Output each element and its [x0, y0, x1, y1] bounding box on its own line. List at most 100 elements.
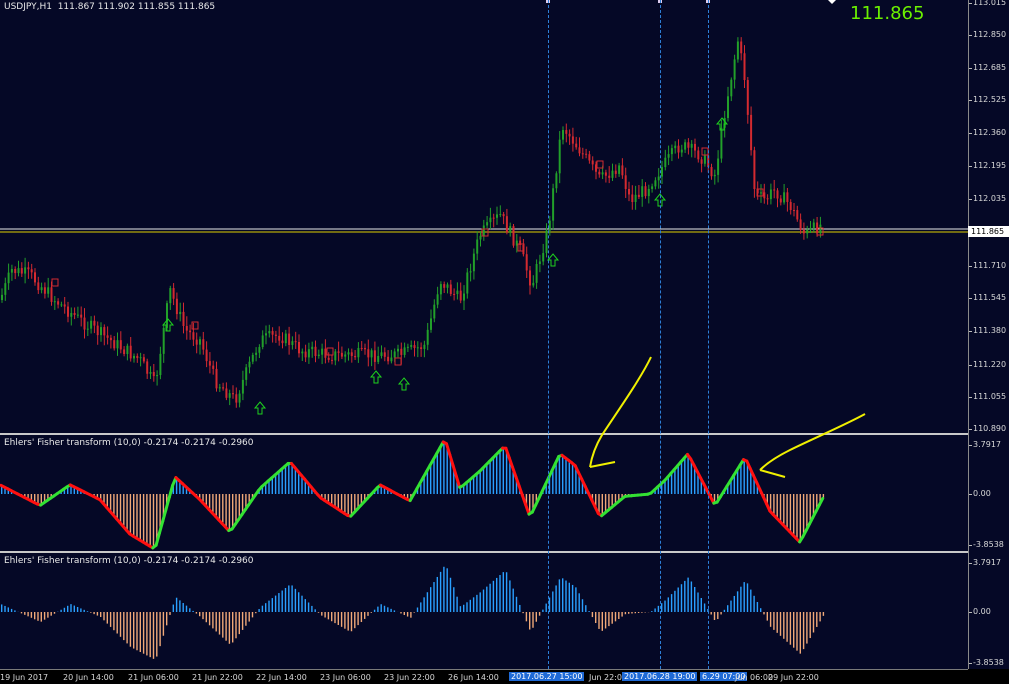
- histogram-bar: [255, 612, 256, 613]
- histogram-bar: [235, 612, 236, 638]
- histogram-bar: [427, 592, 428, 612]
- fisher-indicator-pane-2[interactable]: Ehlers' Fisher transform (10,0) -0.2174 …: [0, 553, 968, 669]
- chart-shift-icon[interactable]: [828, 0, 836, 4]
- histogram-bar: [288, 463, 289, 494]
- candlestick: [57, 298, 59, 308]
- time-axis[interactable]: 19 Jun 2017 20 Jun 14:00 21 Jun 06:00 21…: [0, 669, 968, 684]
- histogram-bar: [410, 612, 411, 618]
- candlestick: [678, 139, 680, 158]
- candlestick: [37, 277, 39, 294]
- candlestick: [760, 184, 762, 203]
- candlestick: [555, 171, 557, 192]
- candlestick: [605, 170, 607, 183]
- histogram-bar: [130, 494, 131, 534]
- histogram-bar: [173, 605, 174, 612]
- fisher-indicator-pane-1[interactable]: Ehlers' Fisher transform (10,0) -0.2174 …: [0, 435, 968, 551]
- candlestick: [727, 87, 729, 122]
- candlestick: [291, 336, 293, 349]
- histogram-bar: [219, 494, 220, 520]
- price-chart-pane[interactable]: USDJPY,H1 111.867 111.902 111.855 111.86…: [0, 0, 968, 433]
- time-label: 21 Jun 06:00: [128, 673, 179, 682]
- histogram-bar: [562, 578, 563, 612]
- fisher-line-segment: [169, 485, 172, 497]
- histogram-bar: [235, 494, 236, 524]
- candlestick: [338, 342, 340, 362]
- candlestick: [780, 195, 782, 205]
- vertical-line[interactable]: [708, 0, 709, 669]
- histogram-bar: [275, 475, 276, 494]
- histogram-bar: [806, 612, 807, 644]
- histogram-bar: [546, 604, 547, 612]
- candlestick: [466, 268, 468, 299]
- candlestick: [324, 339, 326, 363]
- histogram-bar: [691, 582, 692, 613]
- histogram-bar: [443, 567, 444, 612]
- fisher-histogram-2[interactable]: [0, 553, 968, 669]
- histogram-bar: [348, 494, 349, 515]
- candlestick: [140, 353, 142, 367]
- candlestick: [691, 140, 693, 157]
- histogram-bar: [183, 603, 184, 612]
- histogram-bar: [285, 466, 286, 494]
- candlestick: [608, 166, 610, 183]
- vertical-line[interactable]: [548, 0, 549, 669]
- candlestick: [513, 224, 515, 248]
- histogram-bar: [126, 494, 127, 530]
- candlestick: [4, 278, 6, 301]
- candlestick: [687, 138, 689, 154]
- candlestick: [750, 106, 752, 155]
- histogram-bar: [166, 612, 167, 625]
- vertical-line[interactable]: [660, 0, 661, 669]
- histogram-bar: [489, 461, 490, 494]
- histogram-bar: [110, 612, 111, 627]
- histogram-bar: [242, 612, 243, 630]
- histogram-bar: [476, 595, 477, 612]
- histogram-bar: [542, 610, 543, 612]
- time-crosshair-label: 2017.06.28 19:00: [622, 672, 697, 681]
- histogram-bar: [582, 599, 583, 612]
- histogram-bar: [291, 585, 292, 612]
- candlestick: [84, 308, 86, 338]
- histogram-bar: [133, 494, 134, 536]
- buy-signal-icon: [399, 378, 409, 390]
- candlestick: [450, 280, 452, 296]
- candlestick: [714, 170, 716, 185]
- histogram-bar: [21, 612, 22, 613]
- candlestick: [357, 342, 359, 363]
- histogram-bar: [11, 609, 12, 612]
- histogram-bar: [430, 587, 431, 612]
- histogram-bar: [767, 612, 768, 621]
- histogram-bar: [747, 583, 748, 612]
- histogram-bar: [364, 612, 365, 619]
- histogram-bar: [760, 608, 761, 612]
- histogram-bar: [684, 581, 685, 612]
- candlestick: [143, 354, 145, 364]
- candlestick: [272, 327, 274, 342]
- histogram-bar: [268, 601, 269, 612]
- candlestick: [136, 353, 138, 362]
- histogram-bar: [272, 478, 273, 494]
- fisher-histogram-1[interactable]: [0, 435, 968, 551]
- histogram-bar: [433, 460, 434, 494]
- histogram-bar: [816, 612, 817, 627]
- candlestick: [341, 347, 343, 359]
- candlestick: [232, 385, 234, 398]
- candlestick: [67, 302, 69, 322]
- candlestick: [796, 206, 798, 222]
- histogram-bar: [536, 612, 537, 622]
- histogram-bar: [414, 612, 415, 613]
- histogram-bar: [209, 612, 210, 625]
- histogram-bar: [394, 610, 395, 612]
- histogram-bar: [786, 494, 787, 528]
- candlestick: [77, 307, 79, 318]
- histogram-bar: [258, 609, 259, 612]
- price-chart-canvas[interactable]: [0, 0, 968, 433]
- candlestick: [381, 345, 383, 358]
- histogram-bar: [93, 612, 94, 614]
- candlestick: [664, 150, 666, 171]
- candlestick: [93, 316, 95, 334]
- symbol-title: USDJPY,H1 111.867 111.902 111.855 111.86…: [4, 2, 215, 12]
- histogram-bar: [423, 597, 424, 612]
- candlestick: [463, 285, 465, 310]
